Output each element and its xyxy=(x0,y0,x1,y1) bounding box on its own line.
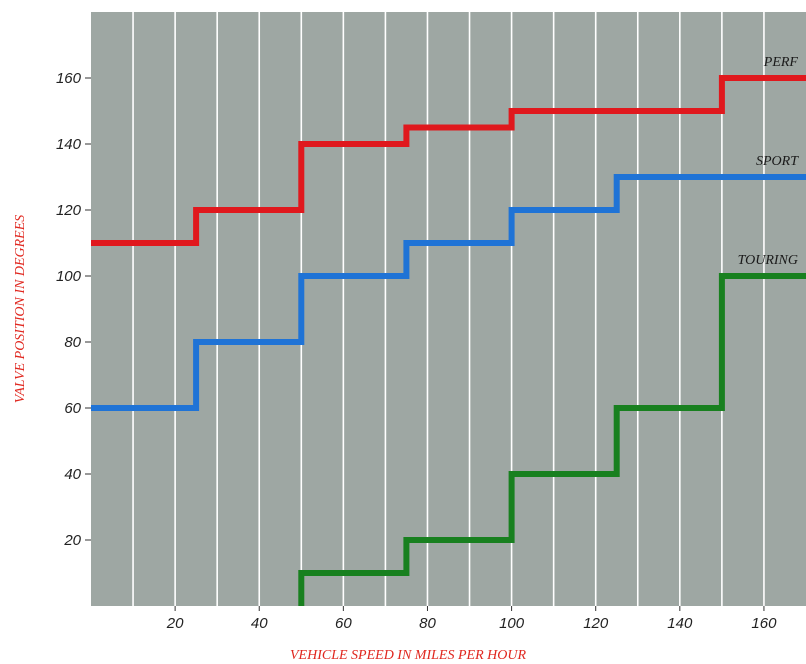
series-line-sport xyxy=(91,174,806,411)
y-axis: 20 40 60 80 100 120 140 160 xyxy=(56,70,91,549)
series-line-touring xyxy=(298,273,806,606)
series-label-touring: TOURING xyxy=(738,253,798,268)
x-tick-label: 140 xyxy=(667,615,693,632)
y-axis-title: VALVE POSITION IN DEGREES xyxy=(13,215,28,404)
series-labels: PERF SPORT TOURING xyxy=(738,55,800,268)
plot-area xyxy=(91,12,806,606)
y-tick-label: 120 xyxy=(56,202,82,219)
x-axis-title: VEHICLE SPEED IN MILES PER HOUR xyxy=(290,648,526,663)
y-tick-label: 100 xyxy=(56,268,82,285)
x-tick-label: 160 xyxy=(751,615,777,632)
series-label-sport: SPORT xyxy=(756,154,799,169)
x-tick-label: 40 xyxy=(251,615,268,632)
series-layer xyxy=(91,75,806,606)
y-tick-label: 40 xyxy=(64,466,81,483)
x-tick-label: 60 xyxy=(335,615,352,632)
series-label-perf: PERF xyxy=(763,55,799,70)
x-axis: 20 40 60 80 100 120 140 160 xyxy=(166,606,777,632)
x-tick-label: 120 xyxy=(583,615,609,632)
y-tick-label: 80 xyxy=(64,334,81,351)
x-tick-label: 20 xyxy=(166,615,184,632)
y-tick-label: 140 xyxy=(56,136,82,153)
x-tick-label: 80 xyxy=(419,615,436,632)
series-line-perf xyxy=(91,75,806,246)
y-tick-label: 60 xyxy=(64,400,81,417)
y-tick-label: 20 xyxy=(63,532,81,549)
y-tick-label: 160 xyxy=(56,70,82,87)
x-tick-label: 100 xyxy=(499,615,525,632)
